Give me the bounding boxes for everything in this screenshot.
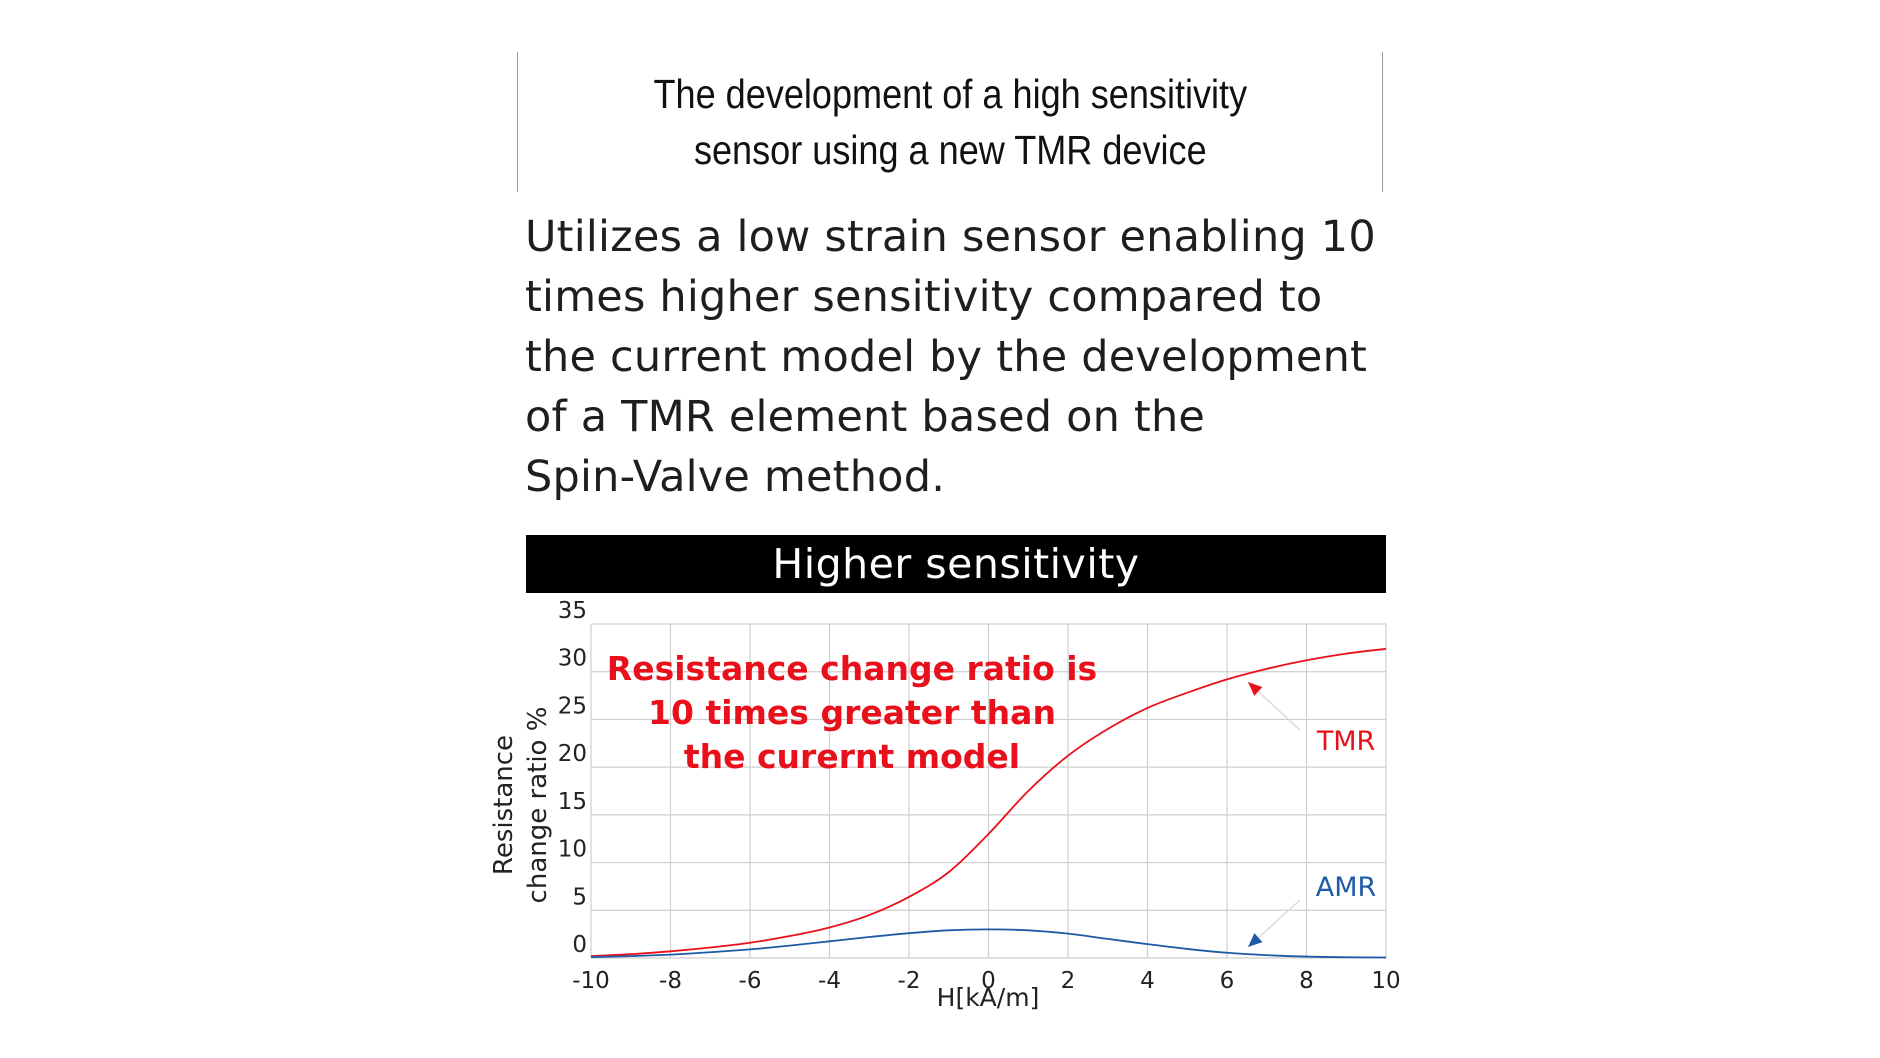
title-box: The development of a high sensitivity se… (517, 52, 1383, 192)
x-tick-label: 4 (1140, 968, 1155, 994)
amr-arrowhead (1248, 933, 1263, 947)
y-tick-label: 15 (558, 789, 587, 815)
series-line-amr (590, 928, 1387, 959)
x-tick-label: 0 (981, 968, 996, 994)
y-axis-label: Resistance (489, 735, 519, 875)
tmr-arrowhead (1248, 682, 1263, 696)
y-tick-label: 25 (558, 693, 587, 719)
banner-label: Higher sensitivity (772, 540, 1140, 588)
annotation-line: 10 times greater than (648, 693, 1056, 732)
legend-label-tmr: TMR (1316, 726, 1376, 757)
y-tick-label: 20 (558, 741, 587, 767)
description-text: Utilizes a low strain sensor enabling 10… (525, 212, 1376, 502)
x-tick-label: -4 (818, 968, 841, 994)
y-axis-label: change ratio % (523, 707, 553, 904)
y-tick-label: 10 (558, 837, 587, 863)
x-tick-label: -8 (659, 968, 682, 994)
page-title: The development of a high sensitivity se… (653, 71, 1247, 173)
chart-labels: TMR AMR Resistance change ratio is 10 times… (489, 649, 1376, 1012)
chart-series (590, 647, 1387, 959)
x-tick-label: 10 (1371, 968, 1400, 994)
x-axis-label: H[kA/m] (937, 983, 1040, 1012)
chart-ticks: -10 -8 -6 -4 -2 0 2 4 6 8 10 0 5 10 15 20 25 30 35 (558, 598, 1401, 994)
annotation-line: Resistance change ratio is (607, 649, 1097, 688)
y-tick-label: 30 (558, 646, 587, 672)
legend-label-amr: AMR (1316, 872, 1377, 903)
x-tick-label: -2 (898, 968, 921, 994)
series-line-tmr (590, 647, 1387, 957)
y-tick-label: 0 (572, 932, 587, 958)
x-tick-label: 8 (1299, 968, 1314, 994)
x-tick-label: 2 (1061, 968, 1076, 994)
x-tick-label: 6 (1220, 968, 1235, 994)
section-banner: Higher sensitivity (526, 535, 1386, 593)
y-tick-label: 35 (558, 598, 587, 624)
x-tick-label: -10 (572, 968, 610, 994)
y-tick-label: 5 (572, 884, 587, 910)
x-tick-label: -6 (739, 968, 762, 994)
annotation-line: the curernt model (684, 737, 1020, 776)
